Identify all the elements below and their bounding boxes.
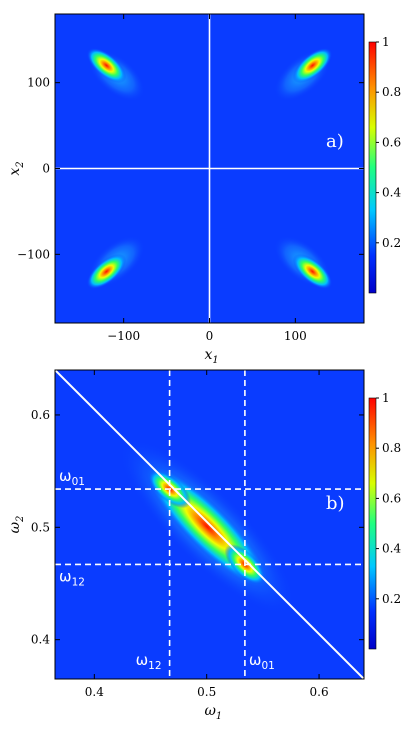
reference-line-label: ω12 [136, 651, 162, 672]
x-axis-label: ω1 [205, 703, 223, 722]
y-tick-label: 0.4 [31, 633, 50, 647]
colorbar-tick-label: 0.6 [382, 491, 401, 505]
colorbar-tick-label: 1 [382, 391, 390, 405]
colorbar [368, 397, 377, 650]
reference-line-label: ω01 [59, 467, 85, 488]
plot-frame [54, 369, 365, 680]
y-tick-label: −100 [17, 247, 50, 261]
panel-label: b) [326, 493, 345, 514]
x-axis-label: x1 [205, 347, 219, 366]
colorbar-tick-label: 0.4 [382, 186, 401, 200]
x-tick-label: 0 [206, 329, 214, 343]
y-axis-label: x2 [7, 161, 26, 175]
x-tick-label: 0.6 [310, 685, 329, 699]
panel-a: −100 0 100 −100 0 100 x1 x2 a) 0.2 0.4 0.6 0.8 1 [7, 13, 401, 366]
y-tick-label: 0 [42, 162, 50, 176]
x-tick-label: 0.5 [197, 685, 216, 699]
intensity-peak [292, 253, 333, 290]
y-tick-label: 0.6 [31, 408, 50, 422]
colorbar-tick-label: 0.6 [382, 135, 401, 149]
reference-line-label: ω12 [59, 567, 85, 588]
colorbar-tick-label: 0.8 [382, 441, 401, 455]
panel-label: a) [326, 131, 344, 152]
y-tick-label: 100 [27, 76, 50, 90]
x-tick-label: 0.4 [85, 685, 104, 699]
x-tick-label: −100 [107, 329, 140, 343]
colorbar-tick-label: 0.2 [382, 592, 401, 606]
colorbar-tick-label: 1 [382, 35, 390, 49]
x-tick-label: 100 [284, 329, 307, 343]
colorbar [368, 41, 377, 294]
colorbar-tick-label: 0.8 [382, 85, 401, 99]
reference-line-diagonal [55, 370, 364, 679]
intensity-peak [292, 47, 333, 84]
y-axis-label: ω2 [7, 516, 26, 534]
intensity-peak [86, 47, 127, 84]
reference-line-label: ω01 [249, 651, 275, 672]
y-tick-label: 0.5 [31, 520, 50, 534]
colorbar-tick-label: 0.2 [382, 236, 401, 250]
panel-b: 0.4 0.5 0.6 0.4 0.5 0.6 ω1 ω2 b) 0.2 0.4 0.6 0.8 1 ω12… [7, 369, 401, 722]
intensity-peak [86, 253, 127, 290]
colorbar-tick-label: 0.4 [382, 542, 401, 556]
